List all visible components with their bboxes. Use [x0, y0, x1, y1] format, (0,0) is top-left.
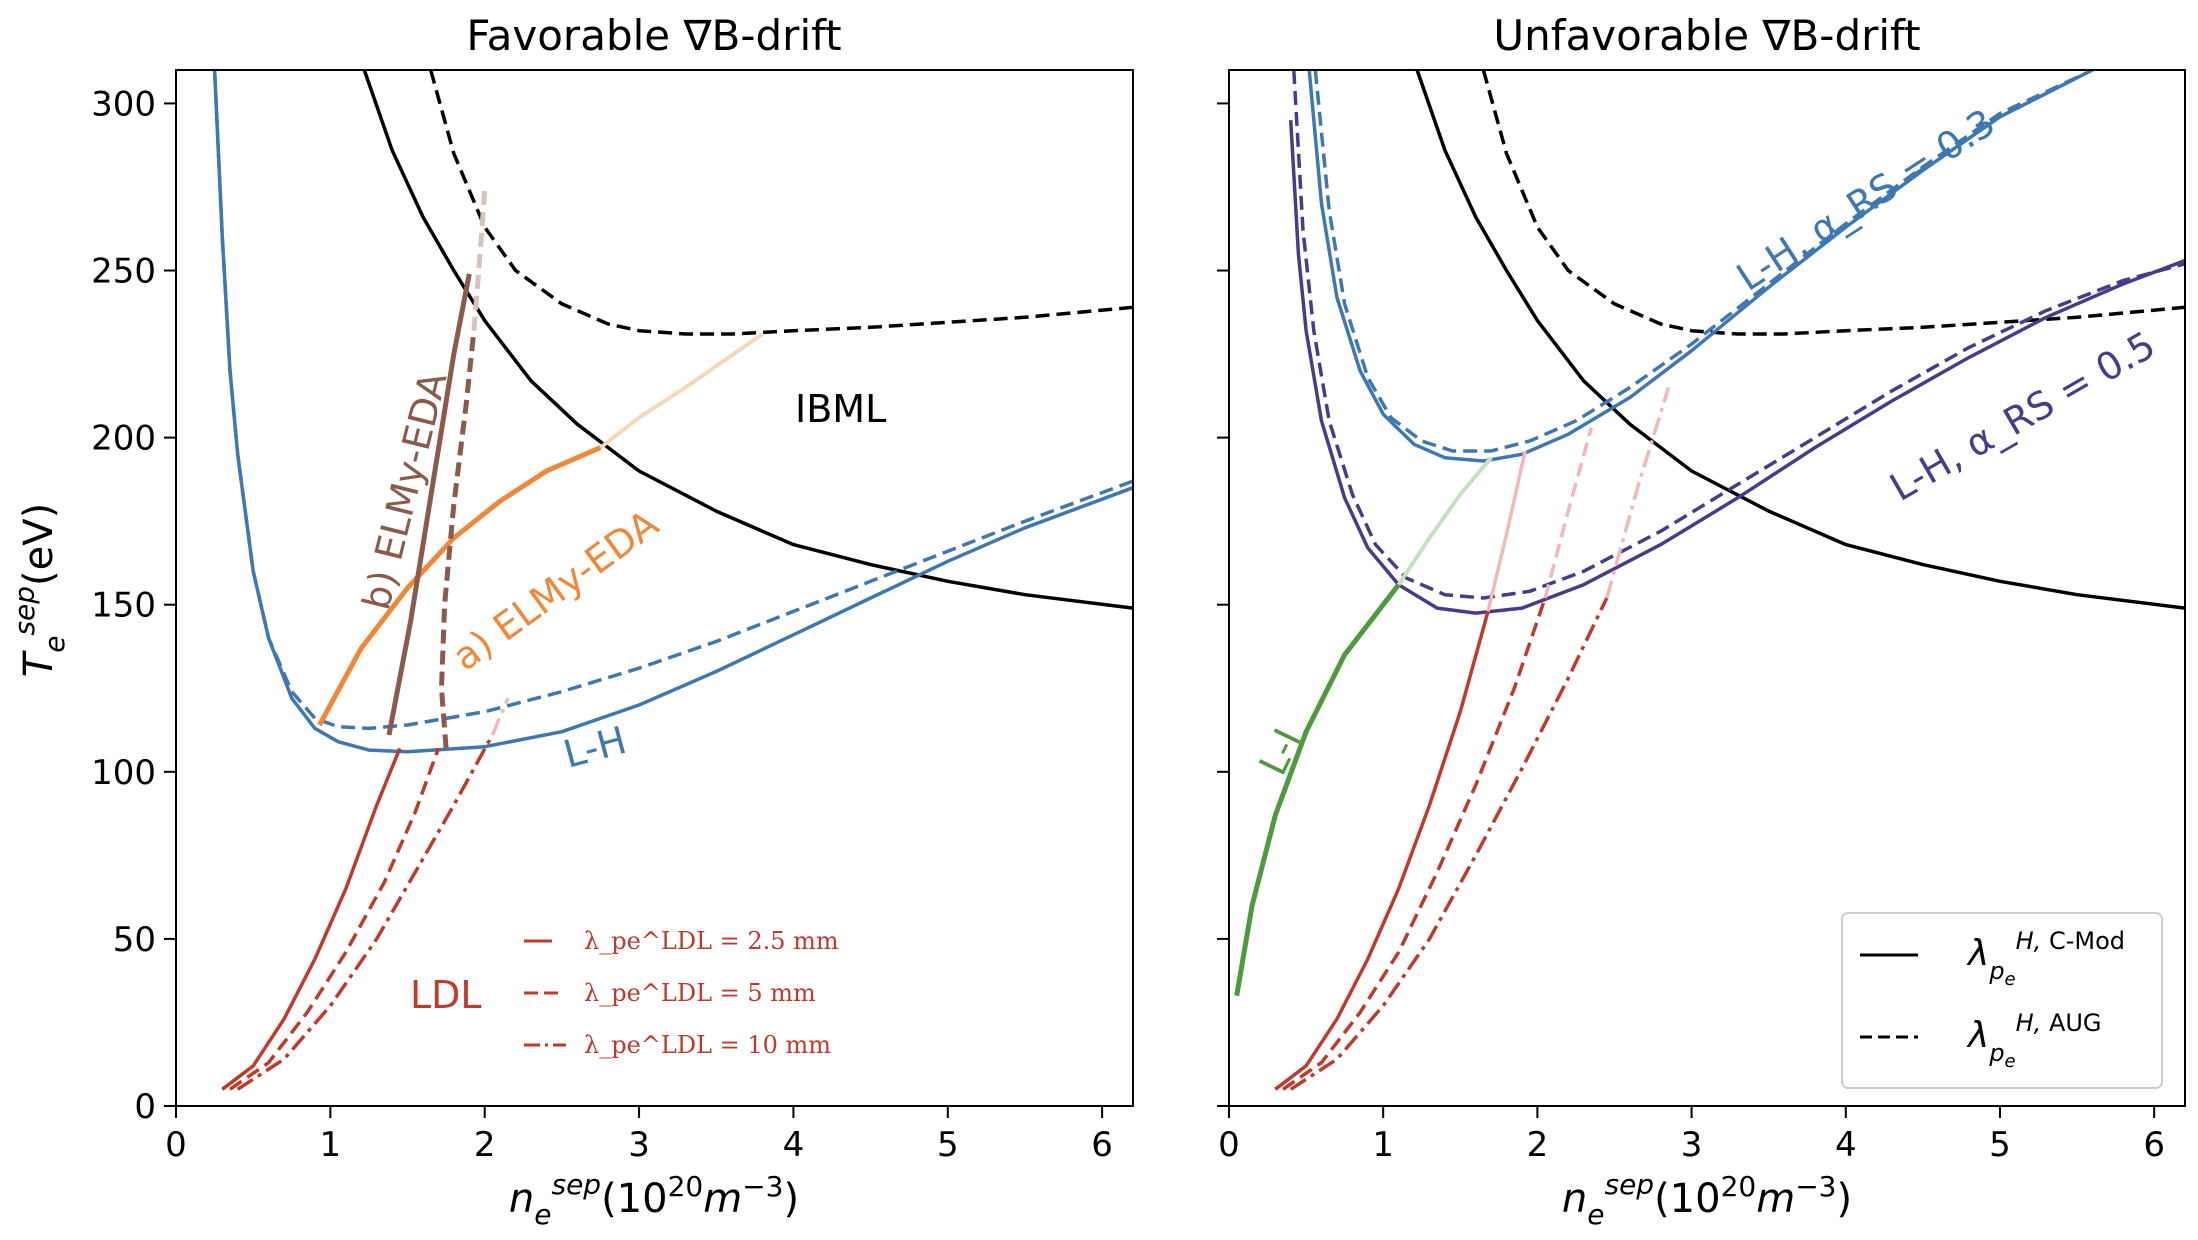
series-line-l-h-0-5-c-mod: [1288, 119, 2185, 615]
series-line-ldl-2-5-mm: [1274, 610, 1490, 1091]
series-line-a-elmy-eda-ext: [599, 332, 764, 450]
series-line-ldl-10-mm-ext: [1605, 386, 1671, 599]
unfavorable-y-ticks: [1217, 102, 1229, 1107]
x-tick-label: 0: [165, 1125, 187, 1165]
y-tick-label: 200: [91, 419, 156, 459]
series-line-ibml-c-mod: [1415, 70, 2185, 610]
unfavorable-plot-frame: [1228, 69, 2186, 1107]
ibml-label: IBML: [795, 387, 886, 431]
series-line-a-elmy-eda: [317, 445, 602, 727]
series-line-ldl-5-mm: [229, 747, 441, 1091]
ldl-legend-text-1: λ_pe^LDL = 2.5 mm: [584, 927, 839, 955]
favorable-x-axis-label: nesep(1020m−3): [509, 1168, 799, 1231]
unfavorable-series-group: [1234, 70, 2185, 1091]
y-tick-label: 0: [134, 1087, 156, 1127]
x-tick-label: 5: [937, 1125, 959, 1165]
x-tick-label: 6: [1091, 1125, 1113, 1165]
y-tick-label: 100: [91, 753, 156, 793]
series-line-l-h-0-3-aug: [1313, 70, 2094, 453]
x-tick-label: 1: [1372, 1125, 1394, 1165]
y-tick-label: 250: [91, 252, 156, 292]
series-line-ldl-10-mm: [236, 734, 494, 1091]
favorable-x-ticks: 0 1 2 3 4 5 6: [165, 1106, 1113, 1165]
x-tick-label: 3: [1681, 1125, 1703, 1165]
x-tick-label: 6: [2143, 1125, 2165, 1165]
x-tick-label: 2: [474, 1125, 496, 1165]
series-line-l-i: [1234, 583, 1401, 997]
series-line-ibml-aug: [429, 70, 1133, 336]
ldl-legend-text-2: λ_pe^LDL = 5 mm: [584, 979, 816, 1007]
ldl-legend-text-3: λ_pe^LDL = 10 mm: [584, 1031, 831, 1059]
ldl-label: LDL: [410, 973, 482, 1017]
y-tick-label: 150: [91, 586, 156, 626]
series-line-ldl-5-mm-ext: [1543, 427, 1594, 599]
favorable-series-group: [212, 70, 1133, 1091]
x-tick-label: 3: [628, 1125, 650, 1165]
legend-cmod-label: C-Mod: [2049, 927, 2125, 955]
series-line-ibml-c-mod: [362, 70, 1133, 610]
x-tick-label: 4: [1835, 1125, 1857, 1165]
series-line-ldl-2-5-mm-ext: [1486, 450, 1527, 612]
series-line-b-elmy-eda-dashed: [439, 330, 477, 749]
series-line-ldl-10-mm: [1289, 597, 1609, 1091]
x-tick-label: 4: [783, 1125, 805, 1165]
favorable-plot-frame: [175, 69, 1134, 1107]
favorable-y-ticks: 0 50 100 150 200 250 300: [91, 84, 176, 1127]
favorable-title: Favorable ∇B-drift: [466, 11, 841, 60]
legend-box: [1841, 912, 2163, 1089]
series-line-ldl-2-5-mm: [221, 747, 402, 1091]
ldl-legend: λ_pe^LDL = 2.5 mm λ_pe^LDL = 5 mm λ_pe^L…: [524, 927, 839, 1059]
x-tick-label: 0: [1218, 1125, 1240, 1165]
series-line-b-elmy-eda-dashed-ext: [471, 190, 488, 331]
legend-aug-label: AUG: [2049, 1009, 2102, 1037]
series-line-ldl-5-mm: [1282, 597, 1547, 1091]
series-line-l-h-0-5-aug: [1292, 70, 2185, 600]
x-tick-label: 1: [320, 1125, 342, 1165]
y-tick-label: 50: [113, 920, 156, 960]
unfavorable-x-ticks: 0 1 2 3 4 5 6: [1218, 1106, 2165, 1165]
unfavorable-legend: λpeH, C-Mod λpeH, AUG: [1841, 912, 2163, 1089]
x-tick-label: 2: [1527, 1125, 1549, 1165]
x-tick-label: 5: [1989, 1125, 2011, 1165]
series-line-ldl-10-mm-ext: [490, 697, 510, 736]
unfavorable-title: Unfavorable ∇B-drift: [1493, 11, 1920, 60]
series-line-b-elmy-eda-solid: [386, 273, 472, 736]
series-line-l-h-0-3-c-mod: [1307, 70, 2094, 463]
y-tick-label: 300: [91, 84, 156, 124]
series-line-l-i-ext: [1396, 456, 1493, 586]
